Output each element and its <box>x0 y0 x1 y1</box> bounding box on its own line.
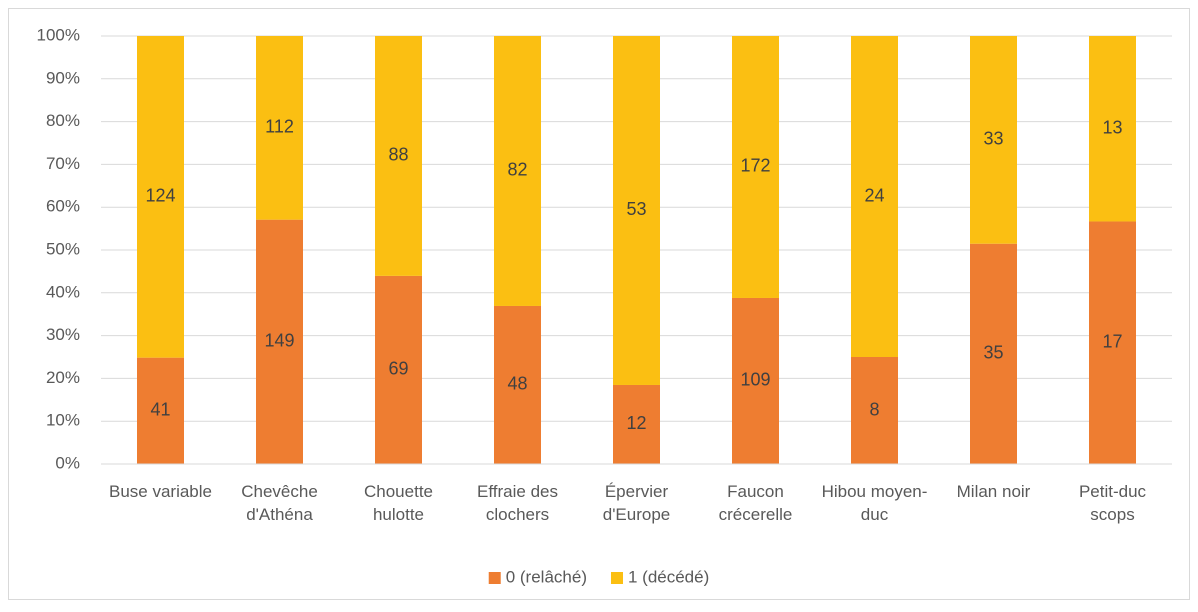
data-label: 149 <box>264 331 294 351</box>
data-label: 8 <box>869 399 879 419</box>
bar-segment <box>137 36 184 358</box>
bar-segment <box>613 36 660 385</box>
bar-segment <box>970 36 1017 244</box>
x-tick-label: Chevêche d'Athéna <box>241 482 318 524</box>
bar-segment <box>375 275 422 464</box>
y-tick-label: 30% <box>46 325 80 344</box>
data-label: 12 <box>626 413 646 433</box>
bar-segment <box>375 36 422 276</box>
data-label: 13 <box>1102 117 1122 137</box>
bar-segment <box>256 219 303 464</box>
data-label: 35 <box>983 343 1003 363</box>
bar-segment <box>1089 36 1136 222</box>
data-label: 82 <box>507 160 527 180</box>
y-tick-label: 40% <box>46 282 80 301</box>
x-tick-label: Milan noir <box>956 482 1031 501</box>
bar-segment <box>1089 221 1136 464</box>
data-label: 88 <box>388 145 408 165</box>
y-tick-label: 100% <box>37 25 80 44</box>
bar-segment <box>732 36 779 298</box>
bar-segment <box>256 36 303 220</box>
bar-segment <box>137 357 184 464</box>
x-tick-label: Hibou moyen-duc <box>821 482 928 524</box>
legend-swatch <box>488 572 501 584</box>
data-label: 41 <box>150 400 170 420</box>
x-tick-label: Effraie des clochers <box>477 482 558 524</box>
y-tick-label: 0% <box>55 453 80 472</box>
x-tick-label: Petit-duc scops <box>1078 482 1147 524</box>
data-label: 109 <box>740 370 770 390</box>
bar-segment <box>494 305 541 464</box>
data-label: 124 <box>145 186 175 206</box>
x-tick-label: Chouette hulotte <box>364 482 433 524</box>
x-tick-label: Buse variable <box>108 482 212 501</box>
y-tick-label: 10% <box>46 411 80 430</box>
y-tick-label: 90% <box>46 68 80 87</box>
data-label: 48 <box>507 374 527 394</box>
legend-label: 1 (décédé) <box>628 567 709 586</box>
data-label: 33 <box>983 129 1003 149</box>
data-label: 53 <box>626 199 646 219</box>
x-tick-label: Épervier d'Europe <box>602 482 671 524</box>
y-tick-label: 50% <box>46 239 80 258</box>
data-label: 172 <box>740 156 770 176</box>
y-tick-label: 20% <box>46 368 80 387</box>
data-label: 112 <box>265 117 294 137</box>
y-tick-label: 80% <box>46 111 80 130</box>
bar-segment <box>970 243 1017 464</box>
bar-segment <box>851 357 898 464</box>
x-tick-label: Faucon crécerelle <box>718 482 793 524</box>
data-label: 69 <box>388 359 408 379</box>
y-tick-label: 60% <box>46 197 80 216</box>
bar-segment <box>494 36 541 306</box>
data-label: 24 <box>864 185 884 205</box>
bar-segment <box>851 36 898 357</box>
legend-label: 0 (relâché) <box>506 567 587 586</box>
legend-swatch <box>610 572 623 584</box>
y-tick-label: 70% <box>46 154 80 173</box>
data-label: 17 <box>1102 331 1122 351</box>
bar-segment <box>613 384 660 464</box>
bar-segment <box>732 297 779 464</box>
